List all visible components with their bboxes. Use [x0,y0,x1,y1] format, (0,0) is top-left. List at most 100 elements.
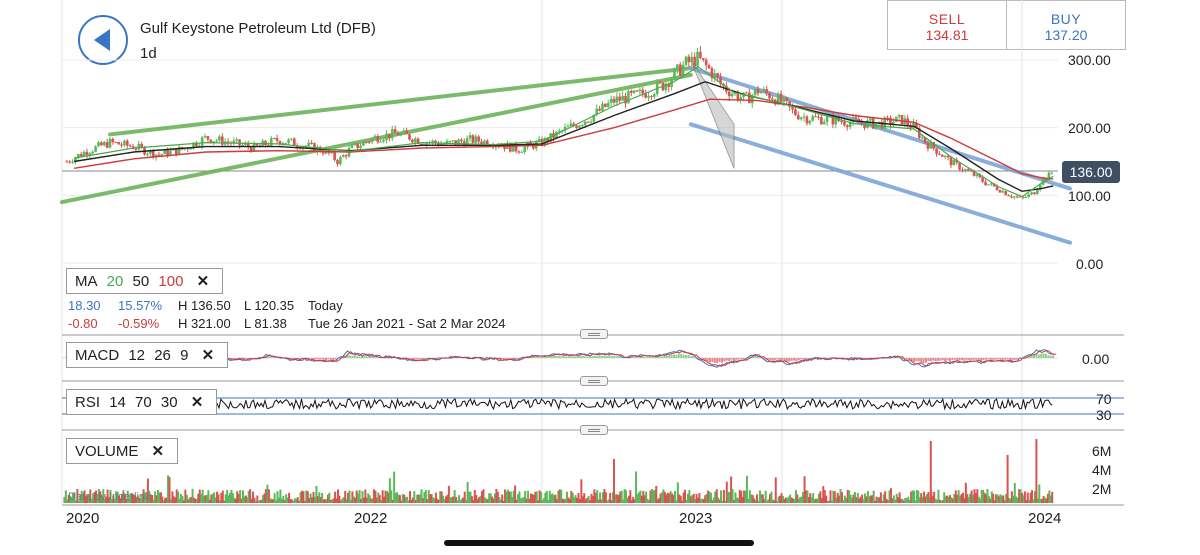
candle-body [65,161,69,163]
volume-bar [105,496,108,503]
candle-body [238,139,241,146]
volume-bar [704,495,707,503]
macd-histogram-bar [826,358,829,359]
volume-bar [370,498,373,503]
macd-histogram-bar [562,355,565,358]
volume-bar [868,496,871,503]
volume-bar [122,490,125,503]
volume-bar [151,495,154,503]
volume-axis-6m: 6M [1092,443,1112,459]
macd-histogram-bar [725,358,728,361]
volume-resize-handle[interactable] [580,425,608,435]
macd-histogram-bar [536,356,539,358]
volume-bar [951,498,954,503]
buy-button[interactable]: BUY 137.20 [1006,0,1126,50]
macd-histogram-bar [783,358,786,361]
rsi-resize-handle[interactable] [580,376,608,386]
volume-bar [871,495,874,503]
macd-histogram-bar [752,356,755,358]
volume-bar [269,498,272,503]
candle-body [336,160,339,165]
volume-bar [112,495,115,503]
candle-body [258,145,262,147]
candle-body [439,143,443,146]
volume-bar [74,500,77,503]
macd-histogram-bar [994,358,997,360]
trend-channels [60,59,1072,245]
volume-bar [432,497,435,503]
macd-histogram-bar [1009,358,1011,361]
volume-bar [715,489,718,503]
rsi-legend[interactable]: RSI 14 70 30 ✕ [66,389,218,415]
candle-body [627,90,630,104]
candle-body [511,143,515,152]
sell-button[interactable]: SELL 134.81 [887,0,1007,50]
volume-bar [172,496,175,503]
volume-bar [76,489,79,503]
candle-body [465,138,469,146]
macd-histogram-bar [353,355,356,358]
ma-legend[interactable]: MA 20 50 100 ✕ [66,268,224,294]
candle-body [828,115,832,117]
volume-bar [812,493,815,503]
volume-bar [409,491,411,503]
volume-bar [594,493,597,503]
volume-bar [946,495,949,503]
volume-bar [913,490,915,503]
macd-histogram-bar [713,358,716,363]
volume-bar [819,491,822,503]
macd-resize-handle[interactable] [580,329,608,339]
volume-bar [709,492,712,503]
volume-bar [996,494,999,503]
volume-bar [558,489,561,503]
volume-bar [421,498,424,503]
volume-bar [614,494,617,503]
volume-bar [512,490,515,503]
volume-bar [168,477,171,503]
volume-bar [773,500,776,503]
y-tick-100: 100.00 [1068,188,1111,204]
macd-histogram-bar [701,358,704,360]
volume-bar [645,491,648,503]
volume-bar [193,497,195,503]
volume-bar [195,498,198,503]
volume-bar [344,490,347,503]
volume-bar [825,495,828,503]
macd-signal-line [69,349,1057,367]
volume-bar [334,491,337,503]
ma-close-icon[interactable]: ✕ [196,273,210,290]
macd-close-icon[interactable]: ✕ [201,347,215,364]
volume-axis-4m: 4M [1092,462,1112,478]
macd-histogram-bar [680,353,683,358]
macd-legend[interactable]: MACD 12 26 9 ✕ [66,342,229,368]
candle-body [848,122,852,127]
volume-bar [466,481,469,503]
volume-bar [226,490,229,503]
candle-body [460,139,463,142]
volume-bar [348,490,351,503]
volume-legend[interactable]: VOLUME ✕ [66,438,179,464]
candle-body [293,138,296,146]
volume-bar [260,499,263,503]
volume-bar [417,494,420,503]
volume-bar [671,493,674,503]
volume-bar [771,499,774,503]
macd-histogram-bar [363,355,366,358]
macd-histogram-bar [236,358,239,360]
volume-close-icon[interactable]: ✕ [151,443,165,460]
volume-bar [306,491,309,503]
volume-bar [384,490,387,503]
candle-body [1047,172,1051,181]
macd-histogram-bar [809,358,812,359]
volume-bar [793,499,796,503]
rsi-close-icon[interactable]: ✕ [190,394,204,411]
candle-body [235,139,239,141]
volume-bar [263,493,266,503]
back-button[interactable] [78,15,128,65]
volume-bar [862,499,865,503]
candle-body [869,118,872,121]
volume-bar [476,499,479,503]
ma-period-100: 100 [158,273,184,290]
volume-bar [145,498,148,503]
